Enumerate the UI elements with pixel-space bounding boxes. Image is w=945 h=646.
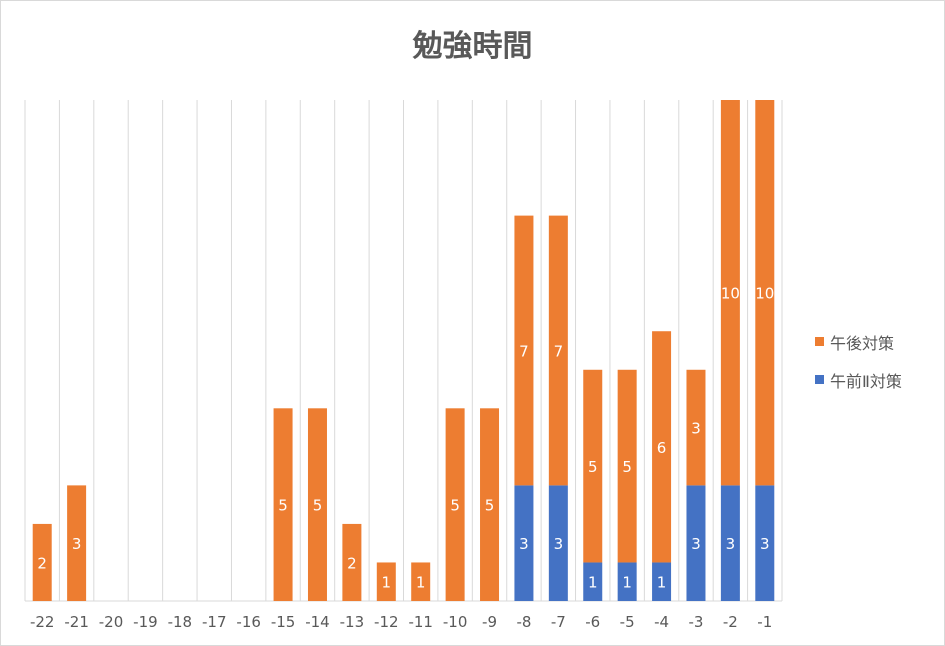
x-tick-label: -9	[482, 613, 497, 631]
data-label: 5	[588, 458, 598, 476]
x-tick-label: -22	[30, 613, 55, 631]
bar-pm	[342, 523, 362, 601]
x-tick-label: -17	[202, 613, 227, 631]
data-label: 3	[691, 535, 701, 553]
data-label: 5	[278, 497, 288, 515]
data-label: 1	[416, 574, 426, 592]
x-tick-label: -13	[340, 613, 365, 631]
data-label: 3	[726, 535, 736, 553]
legend-item-pm: 午後対策	[815, 331, 902, 353]
x-tick-label: -10	[443, 613, 468, 631]
x-tick-label: -14	[305, 613, 330, 631]
x-tick-label: -18	[168, 613, 193, 631]
x-tick-label: -11	[408, 613, 433, 631]
x-tick-label: -16	[236, 613, 261, 631]
x-tick-label: -4	[654, 613, 669, 631]
bar-pm	[307, 408, 327, 601]
bar-am	[755, 485, 775, 601]
data-label: 10	[755, 285, 774, 303]
bar-am	[583, 562, 603, 601]
bar-pm	[411, 562, 431, 601]
data-label: 10	[721, 285, 740, 303]
data-label: 5	[485, 497, 495, 515]
x-tick-label: -8	[516, 613, 531, 631]
bar-pm	[720, 100, 740, 486]
bar-am	[617, 562, 637, 601]
x-tick-label: -6	[585, 613, 600, 631]
data-label: 7	[554, 343, 564, 361]
bar-pm	[514, 215, 534, 486]
data-label: 5	[450, 497, 460, 515]
x-tick-label: -21	[64, 613, 89, 631]
legend: 午後対策 午前Ⅱ対策	[815, 331, 902, 407]
bar-pm	[652, 331, 672, 563]
x-tick-label: -15	[271, 613, 296, 631]
legend-item-am: 午前Ⅱ対策	[815, 369, 902, 391]
legend-swatch-am	[815, 375, 824, 384]
bar-pm	[548, 215, 568, 486]
bar-pm	[583, 369, 603, 563]
data-label: 1	[657, 574, 667, 592]
legend-label-am: 午前Ⅱ対策	[830, 371, 902, 391]
data-label: 3	[691, 420, 701, 438]
data-label: 5	[313, 497, 323, 515]
bar-pm	[480, 408, 500, 601]
bar-pm	[376, 562, 396, 601]
data-label: 2	[37, 554, 47, 572]
bar-pm	[67, 485, 87, 601]
x-tick-label: -5	[620, 613, 635, 631]
bar-am	[514, 485, 534, 601]
data-label: 5	[622, 458, 632, 476]
bar-pm	[32, 523, 52, 601]
data-label: 3	[554, 535, 564, 553]
data-label: 1	[622, 574, 632, 592]
bar-pm	[445, 408, 465, 601]
data-label: 3	[760, 535, 770, 553]
data-label: 1	[588, 574, 598, 592]
x-tick-label: -20	[99, 613, 124, 631]
bar-pm	[686, 369, 706, 486]
data-label: 1	[382, 574, 392, 592]
legend-swatch-pm	[815, 337, 824, 346]
data-label: 7	[519, 343, 529, 361]
bar-pm	[617, 369, 637, 563]
data-label: 2	[347, 554, 357, 572]
bar-am	[652, 562, 672, 601]
chart-title: 勉強時間	[412, 29, 533, 64]
data-label: 3	[72, 535, 82, 553]
bar-pm	[273, 408, 293, 601]
x-tick-label: -19	[133, 613, 158, 631]
data-label: 6	[657, 439, 667, 457]
x-tick-label: -12	[374, 613, 399, 631]
bar-am	[686, 485, 706, 601]
x-tick-label: -1	[757, 613, 772, 631]
x-tick-label: -3	[688, 613, 703, 631]
x-tick-label: -2	[723, 613, 738, 631]
bar-am	[720, 485, 740, 601]
bar-am	[548, 485, 568, 601]
data-label: 3	[519, 535, 529, 553]
legend-label-pm: 午後対策	[830, 333, 895, 353]
x-tick-label: -7	[551, 613, 566, 631]
bar-pm	[755, 100, 775, 486]
